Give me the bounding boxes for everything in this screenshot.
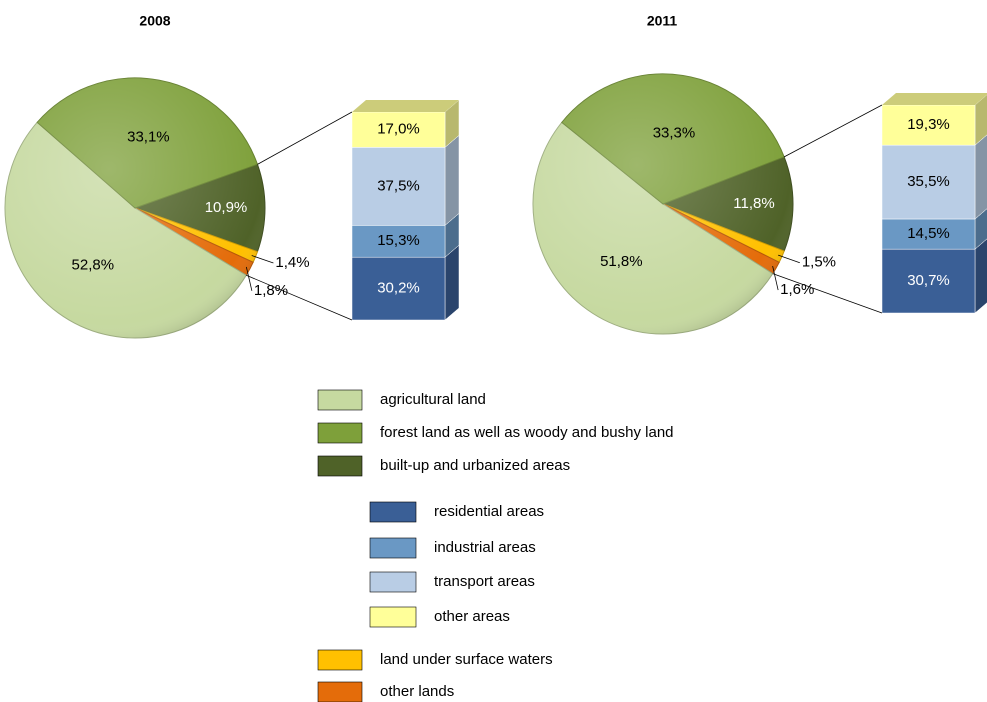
legend-swatch [317, 389, 363, 411]
bar-segment [881, 248, 976, 314]
slice-label: 51,8% [600, 253, 643, 270]
chart-title: 2008 [139, 13, 170, 29]
bar-label: 37,5% [377, 177, 420, 194]
bar-label: 15,3% [377, 232, 420, 249]
slice-label: 11,8% [733, 195, 774, 212]
bar-label: 14,5% [907, 225, 950, 242]
bar-label: 35,5% [907, 173, 950, 190]
slice-label: 1,5% [802, 254, 836, 271]
legend-label: other areas [434, 608, 510, 625]
legend-swatch [317, 455, 363, 477]
bar-segment [881, 104, 976, 146]
leader-line [245, 266, 253, 291]
bar-side [974, 134, 987, 220]
bar-top [882, 93, 987, 105]
bar-segment [881, 144, 976, 220]
legend-label: residential areas [434, 503, 544, 520]
legend-label: agricultural land [380, 391, 486, 408]
slice-label: 1,4% [275, 254, 309, 271]
legend-swatch [369, 571, 417, 593]
legend-label: land under surface waters [380, 651, 553, 668]
legend-label: transport areas [434, 573, 535, 590]
connector-line [257, 111, 353, 165]
connector-line [772, 273, 883, 314]
bar-side [444, 244, 460, 321]
connector-line [246, 274, 353, 321]
bar-label: 30,2% [377, 280, 420, 297]
slice-label: 52,8% [72, 257, 115, 274]
bar-segment [351, 256, 446, 321]
bar-label: 19,3% [907, 116, 950, 133]
legend-label: built-up and urbanized areas [380, 457, 570, 474]
slice-label: 1,6% [780, 281, 814, 298]
legend-label: other lands [380, 683, 454, 700]
leader-line [251, 255, 274, 264]
bar-side [974, 238, 987, 314]
legend-swatch [317, 649, 363, 671]
legend-swatch [369, 537, 417, 559]
bar-label: 17,0% [377, 121, 420, 138]
leader-line [778, 254, 800, 264]
legend-swatch [369, 606, 417, 628]
legend-label: forest land as well as woody and bushy l… [380, 424, 674, 441]
bar-top [352, 100, 459, 112]
bar-segment [351, 147, 446, 226]
legend-swatch [369, 501, 417, 523]
bar-label: 30,7% [907, 272, 950, 289]
bar-segment [351, 225, 446, 258]
legend-label: industrial areas [434, 539, 536, 556]
slice-label: 10,9% [205, 199, 248, 216]
connector-line [783, 104, 883, 158]
slice-label: 33,3% [653, 124, 696, 141]
leader-line [772, 265, 779, 291]
bar-side [444, 134, 460, 226]
legend-swatch [317, 422, 363, 444]
legend-swatch [317, 681, 363, 702]
chart-title: 2011 [647, 13, 678, 29]
slice-label: 1,8% [254, 282, 288, 299]
bar-segment [881, 218, 976, 250]
slice-label: 33,1% [127, 129, 170, 146]
